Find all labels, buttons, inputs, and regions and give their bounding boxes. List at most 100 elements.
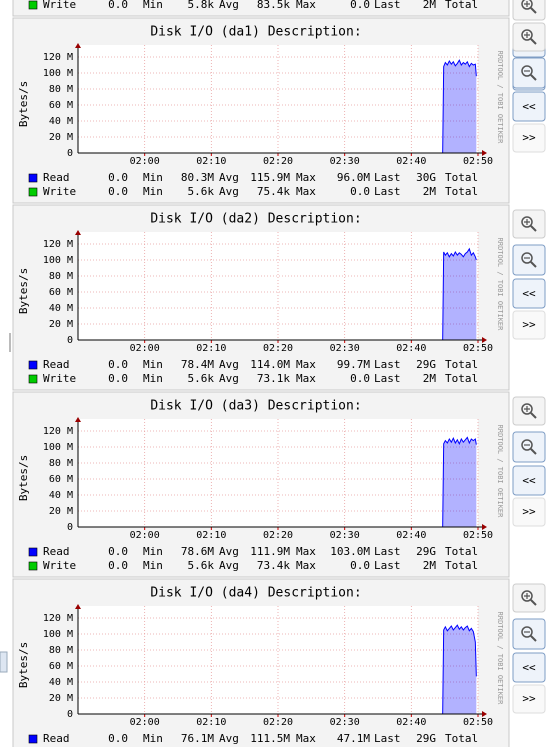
legend-cell: 0.0 [108, 0, 128, 11]
y-tick-label: 40 M [49, 677, 73, 688]
legend-cell: 80.3M [181, 171, 214, 184]
axis-arrow [75, 43, 81, 48]
legend-name: Read [43, 732, 70, 745]
x-tick-label: 02:40 [396, 156, 426, 167]
legend-cell: 73.4k [257, 559, 290, 572]
legend-cell: 111.5M [250, 732, 290, 745]
legend-cell: 78.6M [181, 545, 214, 558]
icon [530, 225, 537, 232]
icon [521, 439, 533, 451]
legend-cell: Max [296, 559, 316, 572]
legend-cell: 2M [423, 372, 437, 385]
legend-cell: 0.0 [108, 732, 128, 745]
x-tick-label: 02:20 [263, 717, 293, 728]
axis-arrow [75, 417, 81, 422]
icon [530, 599, 537, 606]
x-tick-label: 02:30 [330, 343, 360, 354]
legend-cell: Max [296, 171, 316, 184]
x-tick-label: 02:20 [263, 343, 293, 354]
series-line [78, 436, 477, 528]
legend-cell: 47.1M [337, 732, 370, 745]
icon [521, 590, 533, 602]
back-button[interactable]: << [512, 652, 546, 683]
legend-cell: 103.0M [330, 545, 370, 558]
legend-cell: Last [374, 358, 401, 371]
legend-swatch [28, 547, 38, 557]
zoom-in-button[interactable] [512, 0, 546, 21]
zoom-in-button[interactable] [512, 583, 546, 613]
legend-cell: 0.0 [350, 0, 370, 11]
icon [521, 626, 533, 638]
legend-cell: Max [296, 185, 316, 198]
legend-cell: 0.0 [108, 559, 128, 572]
icon [530, 635, 537, 642]
legend-cell: 5.6k [188, 372, 215, 385]
legend-swatch [28, 187, 38, 197]
forward-button[interactable]: >> [512, 310, 546, 340]
button-column: << >> [512, 583, 546, 714]
legend-cell: Min [143, 372, 163, 385]
legend-cell: Max [296, 732, 316, 745]
forward-button[interactable]: >> [512, 123, 546, 153]
legend-cell: Max [296, 372, 316, 385]
legend-cell: Min [143, 559, 163, 572]
back-button[interactable]: << [512, 278, 546, 309]
y-tick-label: 80 M [49, 84, 73, 95]
y-tick-label: 120 M [43, 52, 73, 63]
x-tick-label: 02:10 [196, 530, 226, 541]
y-tick-label: 120 M [43, 239, 73, 250]
legend-name: Read [43, 358, 70, 371]
button-label: << [522, 287, 536, 300]
y-axis-label: Bytes/s [17, 268, 30, 314]
chart-title: Disk I/O (da2) Description: [150, 212, 361, 227]
legend-cell: Total [445, 559, 478, 572]
x-tick-label: 02:30 [330, 530, 360, 541]
legend-swatch [28, 734, 38, 744]
y-tick-label: 20 M [49, 319, 73, 330]
back-button[interactable]: << [512, 465, 546, 496]
back-button[interactable]: << [512, 91, 546, 122]
zoom-out-button[interactable] [512, 431, 546, 463]
legend-cell: 83.5k [257, 0, 290, 11]
y-tick-label: 0 [67, 148, 73, 159]
legend-name: Write [43, 559, 76, 572]
legend-cell: 0.0 [108, 185, 128, 198]
graph-panel: Disk I/O (da4) Description: Bytes/s RRDTOO… [12, 578, 546, 747]
icon [524, 219, 530, 225]
legend-cell: Total [445, 545, 478, 558]
y-tick-label: 0 [67, 335, 73, 346]
zoom-in-button[interactable] [512, 396, 546, 426]
legend-cell: Last [374, 372, 401, 385]
legend-name: Write [43, 185, 76, 198]
zoom-out-button[interactable] [512, 618, 546, 650]
button-frame [512, 22, 546, 52]
y-tick-label: 20 M [49, 693, 73, 704]
zoom-out-button[interactable] [512, 57, 546, 89]
zoom-in-button[interactable] [512, 209, 546, 239]
legend-cell: 30G [416, 171, 436, 184]
axis-arrow [482, 150, 487, 156]
watermark: RRDTOOL / TOBI OETIKER [496, 612, 504, 706]
series-line [78, 59, 477, 154]
forward-button[interactable]: >> [512, 684, 546, 714]
legend-cell: 73.1k [257, 372, 290, 385]
legend-cell: 0.0 [108, 171, 128, 184]
button-frame [512, 431, 546, 463]
y-tick-label: 100 M [43, 629, 73, 640]
legend-cell: Last [374, 732, 401, 745]
legend-name: Write [43, 372, 76, 385]
forward-button[interactable]: >> [512, 497, 546, 527]
legend-name: Read [43, 545, 70, 558]
zoom-in-button[interactable] [512, 22, 546, 52]
legend-cell: 99.7M [337, 358, 370, 371]
button-column: << >> [512, 396, 546, 527]
legend-cell: 75.4k [257, 185, 290, 198]
legend-swatch [28, 173, 38, 183]
y-tick-label: 100 M [43, 442, 73, 453]
x-tick-label: 02:20 [263, 530, 293, 541]
y-axis-label: Bytes/s [17, 81, 30, 127]
legend-cell: 2M [423, 559, 437, 572]
panels: Write 0.0 Min 5.8k Avg 83.5k Max 0.0 Last 2M Total… [12, 0, 546, 747]
zoom-out-button[interactable] [512, 244, 546, 276]
axis-arrow [482, 524, 487, 530]
